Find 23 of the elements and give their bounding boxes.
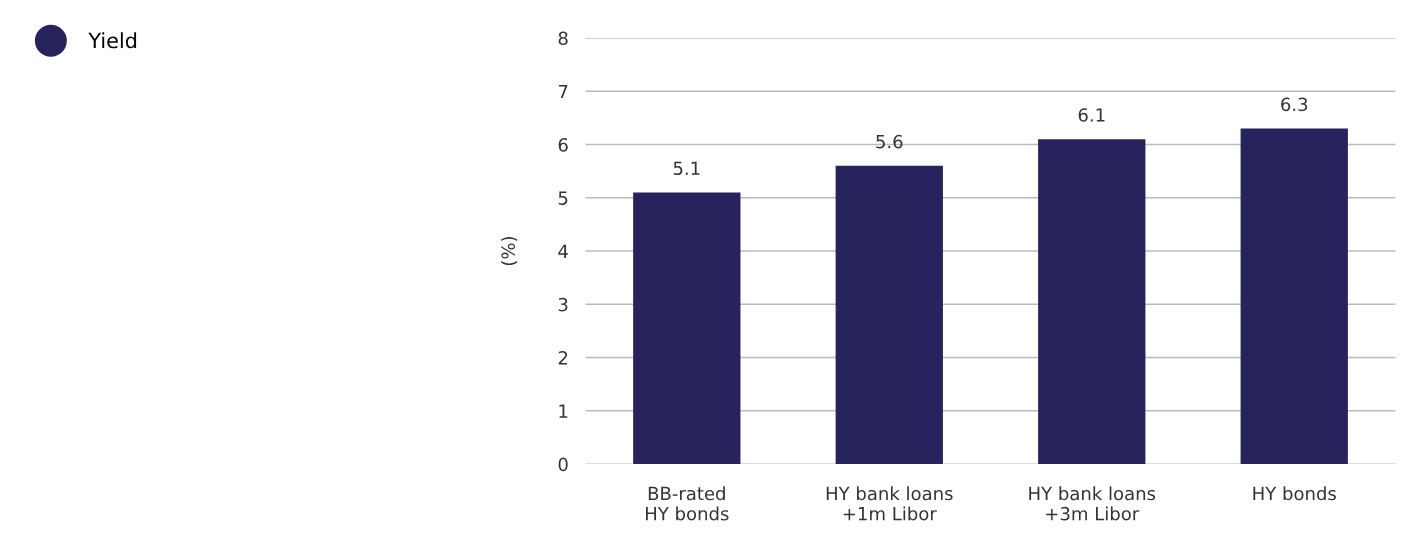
data-label: 6.1 bbox=[1078, 108, 1105, 122]
y-tick-label: 1 bbox=[559, 404, 568, 418]
x-tick-label: BB-rated HY bonds bbox=[645, 486, 729, 521]
bar bbox=[835, 165, 943, 465]
y-axis-title: (%) bbox=[501, 236, 518, 266]
y-tick-label: 6 bbox=[558, 137, 568, 152]
bar bbox=[1038, 139, 1146, 465]
bar bbox=[633, 192, 741, 465]
data-label: 5.1 bbox=[673, 161, 700, 176]
x-tick-label: HY bank loans +3m Libor bbox=[1029, 486, 1156, 521]
x-tick-label: HY bank loans +1m Libor bbox=[826, 486, 953, 521]
y-tick-label: 3 bbox=[558, 297, 568, 312]
y-tick-label: 4 bbox=[558, 244, 568, 258]
legend-label: Yield bbox=[88, 32, 137, 49]
y-tick-label: 7 bbox=[558, 84, 568, 99]
x-tick-label: HY bonds bbox=[1253, 486, 1336, 501]
y-tick-label: 2 bbox=[558, 351, 568, 365]
data-label: 6.3 bbox=[1281, 97, 1308, 112]
y-tick-label: 8 bbox=[558, 31, 568, 46]
bar bbox=[1240, 128, 1348, 465]
y-tick-label: 0 bbox=[558, 457, 568, 472]
data-label: 5.6 bbox=[876, 134, 903, 149]
y-tick-label: 5 bbox=[558, 191, 568, 205]
